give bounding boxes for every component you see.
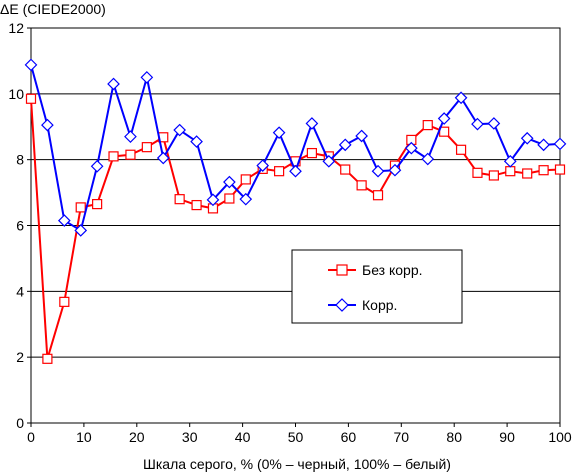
- y-tick-label: 8: [16, 152, 24, 168]
- data-point-korr: [90, 159, 104, 173]
- y-tick-label: 4: [16, 283, 24, 299]
- data-point-bez-korr: [356, 180, 367, 191]
- legend-label-bez-korr: Без корр.: [362, 262, 423, 278]
- data-point-korr: [322, 154, 336, 168]
- x-tick-label: 50: [288, 429, 304, 445]
- data-point-korr: [223, 175, 236, 189]
- data-point-bez-korr: [274, 166, 285, 177]
- x-tick-label: 40: [235, 429, 251, 445]
- legend-label-korr: Корр.: [362, 297, 397, 313]
- data-point-bez-korr: [505, 166, 516, 177]
- data-point-bez-korr: [25, 93, 37, 104]
- data-point-korr: [107, 77, 120, 91]
- legend-box: [291, 249, 463, 324]
- data-point-bez-korr: [340, 164, 351, 175]
- data-point-bez-korr: [59, 296, 70, 307]
- y-tick-label: 2: [16, 349, 24, 365]
- data-point-bez-korr: [240, 174, 251, 185]
- x-tick-label: 30: [182, 429, 198, 445]
- data-point-bez-korr: [538, 165, 549, 176]
- data-point-korr: [520, 131, 534, 145]
- data-point-korr: [124, 130, 137, 143]
- data-point-korr: [41, 118, 54, 132]
- data-point-korr: [256, 159, 270, 172]
- data-point-korr: [355, 129, 368, 143]
- data-point-bez-korr: [125, 149, 136, 160]
- data-point-korr: [57, 214, 71, 227]
- data-point-korr: [553, 137, 567, 151]
- data-point-korr: [371, 164, 385, 178]
- data-point-bez-korr: [455, 144, 467, 155]
- series-layer: [24, 58, 567, 364]
- data-point-korr: [305, 117, 319, 130]
- data-point-korr: [421, 152, 435, 166]
- data-point-korr: [140, 71, 154, 84]
- x-axis-title: Шкала серого, % (0% – черный, 100% – бел…: [143, 456, 451, 472]
- data-point-korr: [156, 151, 170, 165]
- data-point-korr: [437, 112, 451, 125]
- y-tick-label: 10: [8, 86, 24, 102]
- data-point-korr: [24, 58, 38, 72]
- data-point-korr: [405, 141, 418, 155]
- data-point-korr: [173, 123, 186, 137]
- x-axis-ticks: 0 10 20 30 40 50 60 70 80 90 100: [27, 423, 572, 445]
- y-axis-title: ΔE (CIEDE2000): [0, 1, 106, 17]
- data-point-korr: [537, 138, 550, 152]
- x-tick-label: 100: [548, 429, 572, 445]
- legend-marker-bez-korr: [336, 264, 348, 276]
- data-point-bez-korr: [191, 199, 202, 211]
- data-point-korr: [74, 224, 88, 237]
- y-tick-label: 0: [16, 415, 24, 431]
- data-point-korr: [503, 154, 517, 168]
- data-point-bez-korr: [306, 147, 317, 159]
- y-axis-ticks: 0 2 4 6 8 10 12: [8, 20, 31, 431]
- data-point-korr: [471, 117, 484, 131]
- data-point-korr: [487, 117, 501, 130]
- data-point-bez-korr: [141, 142, 152, 153]
- series-bez-korr: [25, 93, 566, 364]
- data-point-bez-korr: [422, 120, 433, 131]
- data-point-bez-korr: [554, 164, 566, 175]
- x-tick-label: 10: [76, 429, 92, 445]
- y-tick-label: 6: [16, 218, 24, 234]
- x-tick-label: 70: [394, 429, 410, 445]
- series-korr: [24, 58, 567, 237]
- data-point-korr: [454, 91, 468, 105]
- data-point-bez-korr: [75, 202, 86, 213]
- x-tick-label: 0: [27, 429, 35, 445]
- data-point-bez-korr: [372, 190, 384, 201]
- x-tick-label: 20: [129, 429, 145, 445]
- legend-marker-korr: [335, 298, 349, 312]
- y-tick-label: 12: [8, 20, 24, 36]
- x-tick-label: 90: [499, 429, 515, 445]
- data-point-korr: [338, 138, 352, 152]
- data-point-korr: [289, 164, 302, 178]
- data-point-bez-korr: [42, 353, 53, 364]
- data-point-bez-korr: [488, 170, 499, 181]
- data-point-korr: [206, 193, 220, 207]
- legend: Без корр. Корр.: [291, 249, 463, 324]
- data-point-korr: [388, 163, 402, 177]
- data-point-korr: [190, 135, 203, 148]
- x-tick-label: 80: [446, 429, 462, 445]
- data-point-bez-korr: [472, 167, 483, 178]
- data-point-korr: [272, 126, 286, 140]
- data-point-bez-korr: [174, 194, 185, 205]
- data-point-bez-korr: [92, 199, 103, 210]
- data-point-korr: [239, 192, 253, 206]
- data-point-bez-korr: [108, 151, 119, 162]
- x-tick-label: 60: [341, 429, 357, 445]
- data-point-bez-korr: [224, 193, 235, 204]
- data-point-bez-korr: [522, 168, 533, 179]
